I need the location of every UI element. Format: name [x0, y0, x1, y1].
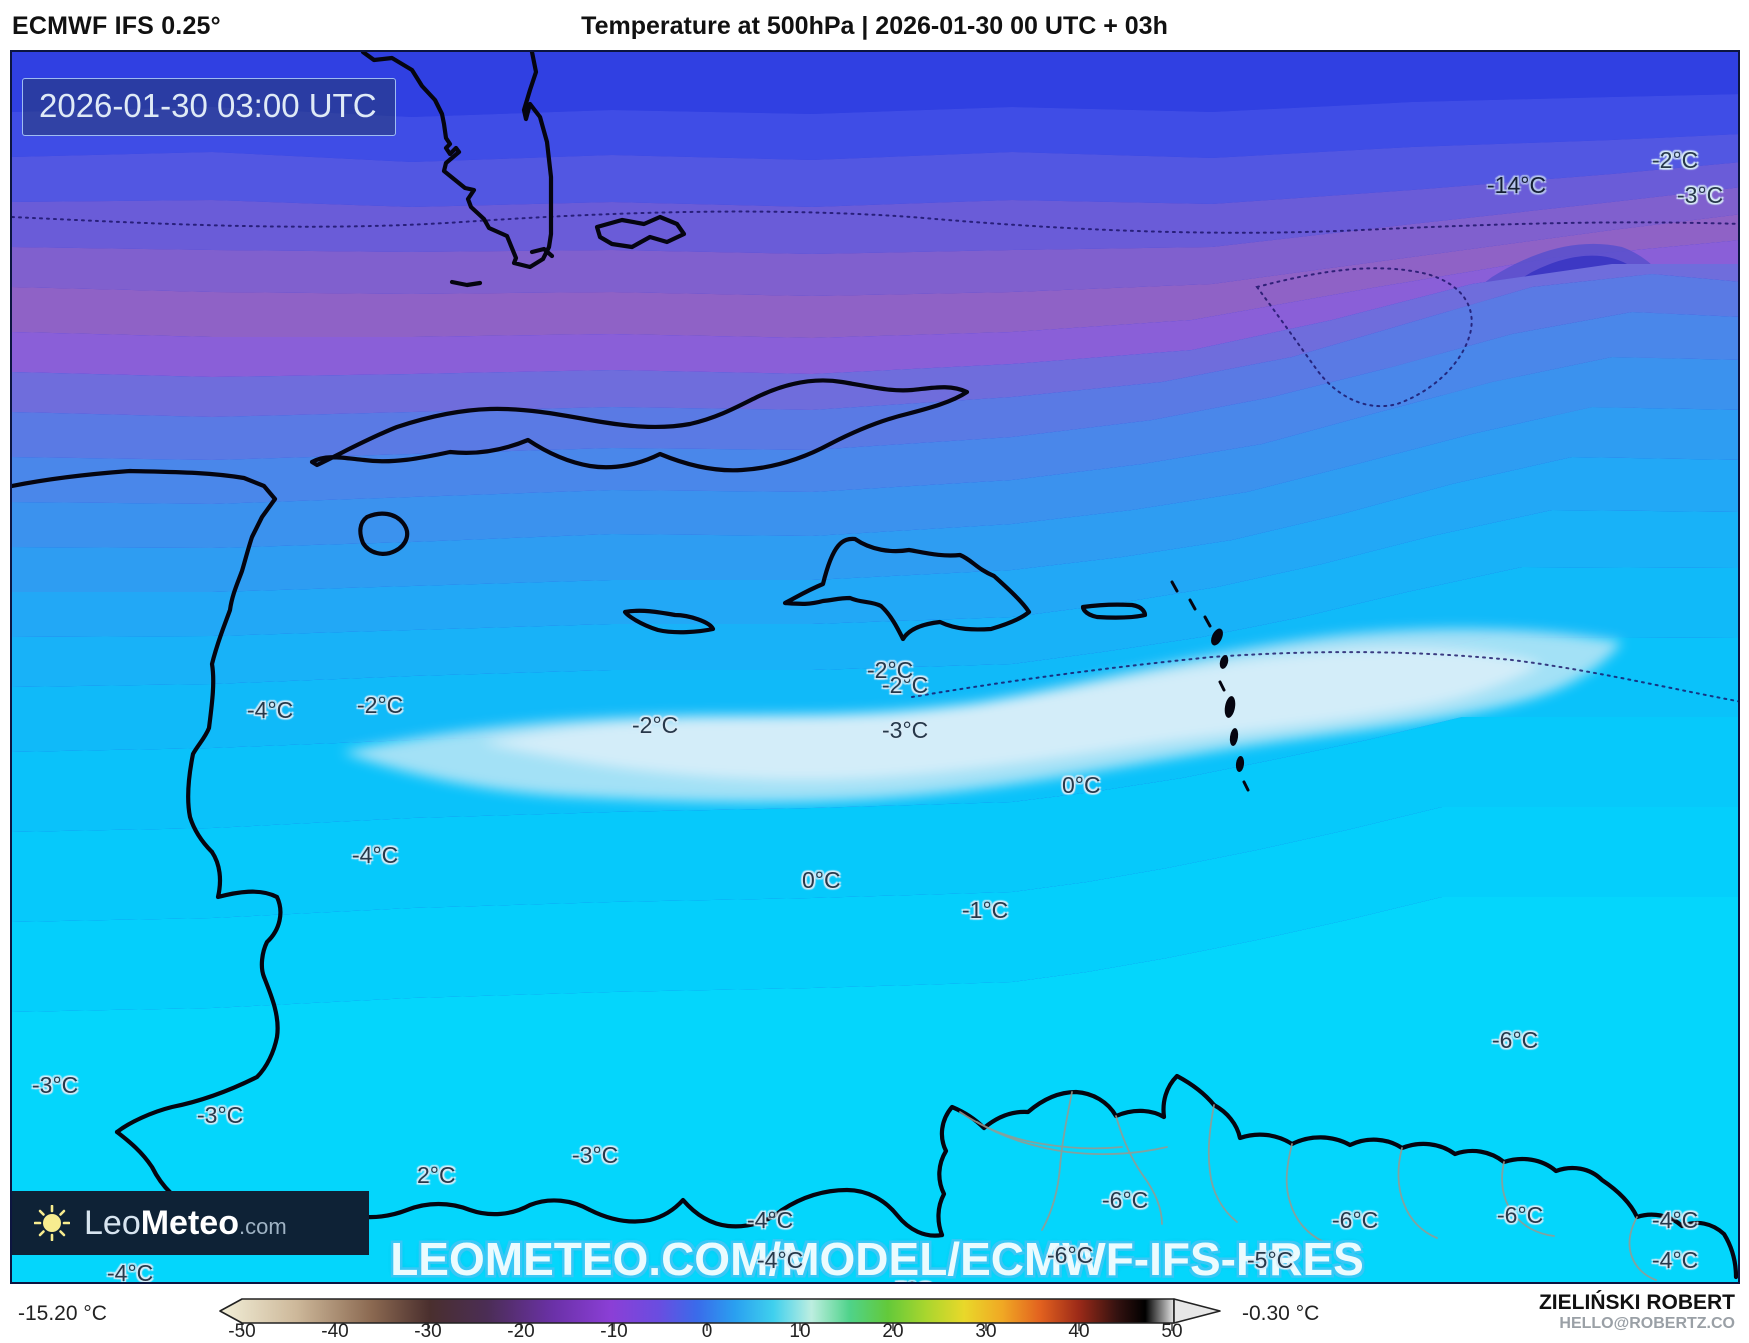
svg-text:-30: -30 — [414, 1321, 441, 1338]
svg-text:-40: -40 — [321, 1321, 348, 1338]
svg-text:-20: -20 — [507, 1321, 534, 1338]
svg-text:-10: -10 — [600, 1321, 627, 1338]
svg-text:20: 20 — [882, 1321, 903, 1338]
svg-text:10: 10 — [789, 1321, 810, 1338]
svg-text:-50: -50 — [228, 1321, 255, 1338]
svg-text:40: 40 — [1068, 1321, 1089, 1338]
svg-text:30: 30 — [975, 1321, 996, 1338]
svg-text:0: 0 — [702, 1321, 713, 1338]
svg-text:50: 50 — [1161, 1321, 1182, 1338]
